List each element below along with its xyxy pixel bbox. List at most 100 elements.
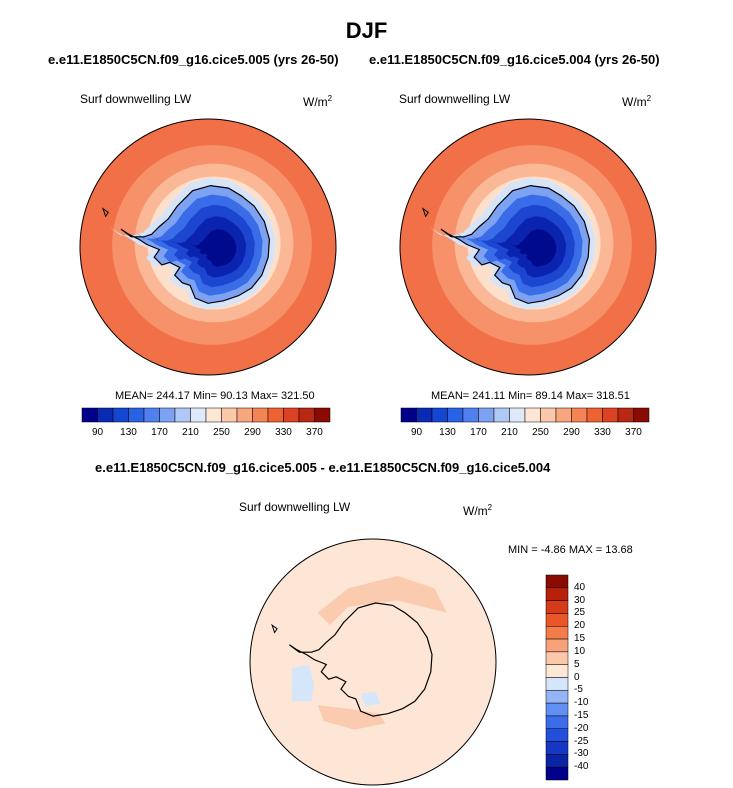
colorbar-tick-label: 370 — [306, 427, 323, 438]
colorbar-tick-label: 130 — [120, 427, 137, 438]
colorbar-swatch — [267, 407, 284, 423]
colorbar-tick-label: 250 — [213, 427, 230, 438]
negative-anomaly-center — [360, 691, 381, 707]
difference-polar-map — [249, 538, 497, 786]
diff-colorbar-tick-label: 5 — [574, 658, 580, 670]
colorbar-swatch — [416, 407, 433, 423]
diff-colorbar-tick-label: 25 — [574, 607, 586, 619]
difference-colorbar-labels: 40 30 25 20 15 10 5 0 -5 -10 -15 -20 -25 -30 -40 — [574, 575, 604, 780]
left-polar-map — [79, 118, 337, 376]
colorbar-tick-label: 210 — [182, 427, 199, 438]
colorbar-swatch — [571, 407, 588, 423]
map-border — [249, 538, 497, 786]
right-units-label: W/m2 — [622, 94, 652, 109]
diff-colorbar-tick-label: 40 — [574, 581, 586, 593]
diff-colorbar-swatch — [545, 741, 569, 755]
diff-colorbar-swatch — [545, 600, 569, 614]
colorbar-swatch — [586, 407, 603, 423]
colorbar-tick-label: 210 — [501, 427, 518, 438]
negative-anomaly-west — [291, 664, 314, 702]
diff-colorbar-tick-label: -15 — [574, 709, 589, 721]
colorbar-swatch — [478, 407, 495, 423]
diff-colorbar-tick-label: 15 — [574, 633, 586, 645]
colorbar-swatch — [283, 407, 300, 423]
antarctica-coastline — [120, 184, 271, 304]
colorbar-tick-label: 290 — [244, 427, 261, 438]
difference-colorbar — [545, 574, 569, 781]
diff-colorbar-tick-label: -40 — [574, 761, 589, 773]
diff-colorbar-swatch — [545, 754, 569, 768]
diff-colorbar-swatch — [545, 574, 569, 589]
positive-anomaly-north — [317, 575, 447, 626]
diff-colorbar-swatch — [545, 677, 569, 691]
colorbar-tick-label: 250 — [532, 427, 549, 438]
diff-colorbar-swatch — [545, 638, 569, 653]
antarctica-coastline — [440, 184, 591, 304]
left-case-subtitle: e.e11.E1850C5CN.f09_g16.cice5.005 (yrs 2… — [48, 52, 339, 67]
colorbar-tick-label: 130 — [439, 427, 456, 438]
colorbar-swatch — [221, 407, 238, 423]
ice-contour-5 — [188, 229, 237, 267]
colorbar-swatch — [174, 407, 191, 423]
diff-colorbar-tick-label: 0 — [574, 671, 580, 683]
colorbar-swatch — [97, 407, 114, 423]
page-title: DJF — [345, 18, 388, 43]
colorbar-swatch — [112, 407, 129, 423]
colorbar-swatch — [633, 407, 650, 423]
right-polar-map — [399, 118, 657, 376]
right-variable-label: Surf downwelling LW — [399, 92, 511, 106]
left-colorbar-labels: 90 130 170 210 250 290 330 370 — [82, 427, 330, 441]
colorbar-tick-label: 330 — [275, 427, 292, 438]
colorbar-tick-label: 90 — [410, 427, 423, 438]
colorbar-tick-label: 290 — [563, 427, 580, 438]
left-stats-text: MEAN= 244.17 Min= 90.13 Max= 321.50 — [115, 390, 315, 402]
colorbar-swatch — [314, 407, 331, 423]
diff-colorbar-swatch — [545, 715, 569, 729]
left-colorbar — [81, 407, 331, 423]
diff-colorbar-tick-label: 20 — [574, 620, 586, 632]
colorbar-swatch — [190, 407, 207, 423]
colorbar-swatch — [128, 407, 145, 423]
diff-colorbar-tick-label: 10 — [574, 645, 586, 657]
diff-colorbar-tick-label: -10 — [574, 697, 589, 709]
colorbar-swatch — [447, 407, 464, 423]
colorbar-tick-label: 170 — [151, 427, 168, 438]
colorbar-swatch — [493, 407, 510, 423]
diff-colorbar-swatch — [545, 702, 569, 717]
diff-variable-label: Surf downwelling LW — [239, 500, 351, 514]
colorbar-tick-label: 330 — [594, 427, 611, 438]
colorbar-swatch — [555, 407, 572, 423]
colorbar-swatch — [602, 407, 619, 423]
diff-units-label: W/m2 — [463, 503, 493, 518]
diff-colorbar-tick-label: -5 — [574, 684, 583, 696]
colorbar-swatch — [159, 407, 176, 423]
colorbar-tick-label: 90 — [91, 427, 104, 438]
colorbar-swatch — [252, 407, 269, 423]
diff-colorbar-swatch — [545, 613, 569, 627]
colorbar-swatch — [81, 407, 98, 423]
colorbar-swatch — [509, 407, 526, 423]
colorbar-swatch — [298, 407, 315, 423]
right-colorbar — [400, 407, 650, 423]
colorbar-swatch — [462, 407, 479, 423]
south-america-coastline — [102, 207, 109, 218]
diff-colorbar-tick-label: -30 — [574, 748, 589, 760]
right-colorbar-labels: 90 130 170 210 250 290 330 370 — [401, 427, 649, 441]
right-stats-text: MEAN= 241.11 Min= 89.14 Max= 318.51 — [431, 390, 630, 402]
colorbar-swatch — [540, 407, 557, 423]
colorbar-swatch — [205, 407, 222, 423]
diff-stats-text: MIN = -4.86 MAX = 13.68 — [508, 544, 633, 556]
antarctica-coastline — [289, 602, 433, 717]
diff-colorbar-swatch — [545, 690, 569, 704]
diff-colorbar-swatch — [545, 664, 569, 678]
colorbar-swatch — [431, 407, 448, 423]
map-border — [79, 118, 337, 376]
diff-colorbar-swatch — [545, 587, 569, 601]
ice-contour-5 — [508, 229, 557, 267]
colorbar-swatch — [524, 407, 541, 423]
diff-colorbar-swatch — [545, 626, 569, 640]
left-units-label: W/m2 — [303, 94, 333, 109]
colorbar-tick-label: 170 — [470, 427, 487, 438]
difference-subtitle: e.e11.E1850C5CN.f09_g16.cice5.005 - e.e1… — [95, 460, 551, 475]
diff-colorbar-tick-label: -25 — [574, 735, 589, 747]
